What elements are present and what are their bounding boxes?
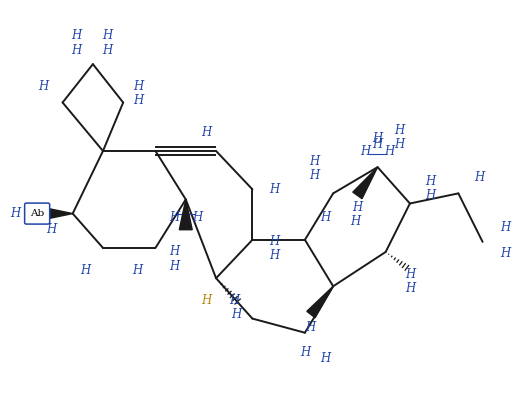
Text: H: H	[231, 308, 242, 321]
Text: H: H	[475, 171, 485, 184]
Text: H: H	[201, 294, 211, 307]
FancyBboxPatch shape	[25, 203, 50, 224]
Text: H: H	[372, 139, 383, 151]
Text: H: H	[309, 169, 319, 182]
Text: H: H	[269, 183, 279, 196]
Text: H: H	[500, 247, 510, 261]
Polygon shape	[307, 286, 333, 318]
Text: H: H	[133, 80, 143, 93]
Text: H: H	[385, 145, 395, 158]
Polygon shape	[180, 199, 192, 230]
Text: H: H	[352, 201, 363, 214]
Text: H: H	[71, 44, 82, 57]
Text: H: H	[269, 236, 279, 248]
Text: H: H	[320, 211, 330, 224]
Text: H: H	[47, 223, 57, 236]
Polygon shape	[353, 167, 377, 199]
Text: H: H	[405, 268, 415, 281]
Text: H: H	[309, 155, 319, 168]
Text: H: H	[425, 175, 435, 188]
Text: H: H	[350, 215, 361, 228]
Text: H: H	[360, 145, 371, 158]
Text: H: H	[170, 245, 180, 259]
Text: H: H	[425, 189, 435, 202]
Text: H: H	[132, 264, 142, 277]
Text: H: H	[229, 294, 239, 307]
Text: H: H	[320, 353, 330, 365]
Text: H: H	[133, 94, 143, 107]
Text: Ab: Ab	[30, 209, 44, 218]
Text: H: H	[394, 124, 404, 137]
Text: H: H	[170, 211, 180, 224]
Text: H: H	[10, 207, 20, 220]
Text: H: H	[192, 211, 202, 224]
Text: H: H	[269, 249, 279, 263]
Text: H: H	[71, 29, 82, 42]
Text: H: H	[500, 221, 510, 234]
Text: H: H	[305, 321, 316, 334]
Text: H: H	[102, 44, 112, 57]
Text: H: H	[170, 260, 180, 272]
Text: H: H	[38, 80, 49, 93]
Text: H: H	[102, 29, 112, 42]
Polygon shape	[49, 209, 72, 218]
Text: H: H	[300, 346, 310, 359]
Text: H: H	[372, 132, 383, 145]
Text: H: H	[394, 139, 404, 151]
Text: H: H	[202, 126, 212, 139]
Text: H: H	[80, 264, 90, 277]
Text: H: H	[405, 282, 415, 295]
